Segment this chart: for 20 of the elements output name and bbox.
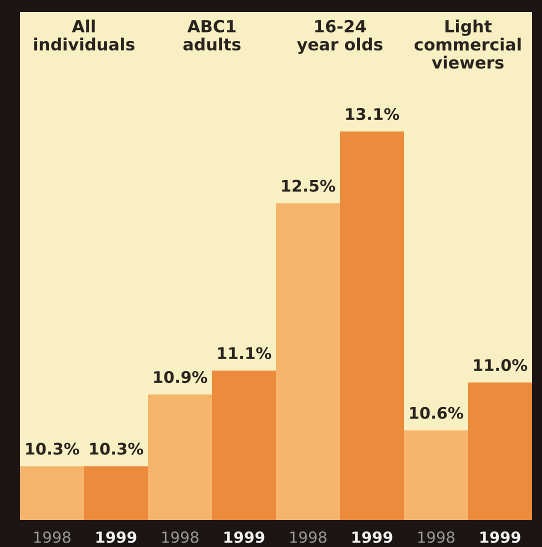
data-label: 10.3% (26, 442, 80, 455)
data-label: 10.6% (410, 406, 464, 419)
data-label: 11.0% (474, 359, 528, 372)
x-tick-label: 1999 (480, 531, 520, 543)
annotation: 16-24 year olds (296, 20, 382, 54)
x-tick-label: 1998 (418, 531, 454, 543)
annotation: ABC1 adults (183, 20, 241, 51)
x-tick-label: 1998 (290, 531, 326, 543)
x-tick-label: 1998 (34, 531, 70, 543)
annotation: Light commercial viewers (414, 20, 521, 69)
x-tick-label: 1999 (352, 531, 392, 543)
x-tick-label: 1998 (162, 531, 198, 543)
data-label: 13.1% (346, 108, 400, 120)
x-tick-label: 1999 (96, 531, 136, 543)
data-label: 11.1% (218, 347, 272, 360)
annotation: All individuals (34, 20, 134, 51)
data-label: 12.5% (282, 180, 336, 192)
data-label: 10.3% (90, 442, 144, 455)
x-tick-label: 1999 (224, 531, 264, 543)
data-label: 10.9% (154, 370, 208, 384)
